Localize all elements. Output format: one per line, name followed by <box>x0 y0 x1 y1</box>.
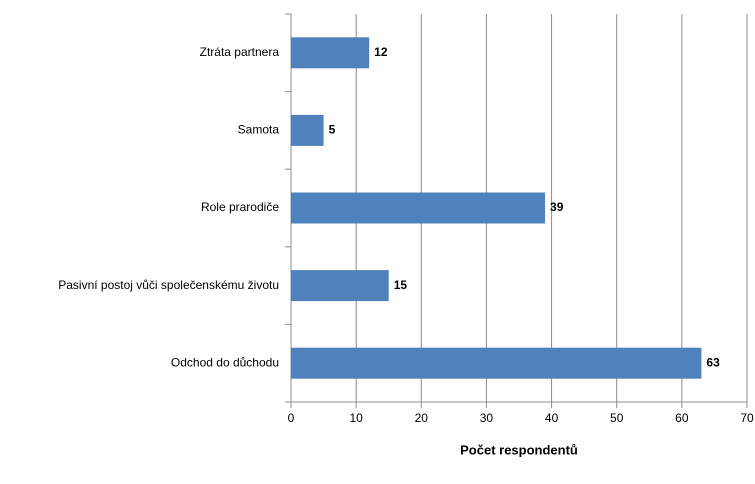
y-tick-label: Ztráta partnera <box>200 45 280 59</box>
bar <box>291 37 370 69</box>
data-label: 12 <box>374 45 388 59</box>
bar <box>291 347 702 379</box>
x-axis-label: Počet respondentů <box>460 442 578 457</box>
data-label: 63 <box>706 355 720 369</box>
x-tick-label: 30 <box>480 411 494 425</box>
y-tick-label: Odchod do důchodu <box>171 355 279 369</box>
x-tick-label: 10 <box>349 411 363 425</box>
x-tick-label: 60 <box>675 411 689 425</box>
x-tick-label: 70 <box>740 411 754 425</box>
x-tick-label: 50 <box>610 411 624 425</box>
bar <box>291 114 324 146</box>
x-tick-label: 0 <box>288 411 295 425</box>
y-tick-label: Pasivní postoj vůči společenskému životu <box>58 278 279 292</box>
bar <box>291 270 389 302</box>
data-label: 39 <box>550 200 564 214</box>
x-tick-label: 40 <box>545 411 559 425</box>
y-tick-label: Role prarodiče <box>201 200 279 214</box>
y-tick-label: Samota <box>238 123 280 137</box>
x-tick-label: 20 <box>415 411 429 425</box>
bar <box>291 192 546 224</box>
data-label: 5 <box>329 123 336 137</box>
data-label: 15 <box>394 278 408 292</box>
